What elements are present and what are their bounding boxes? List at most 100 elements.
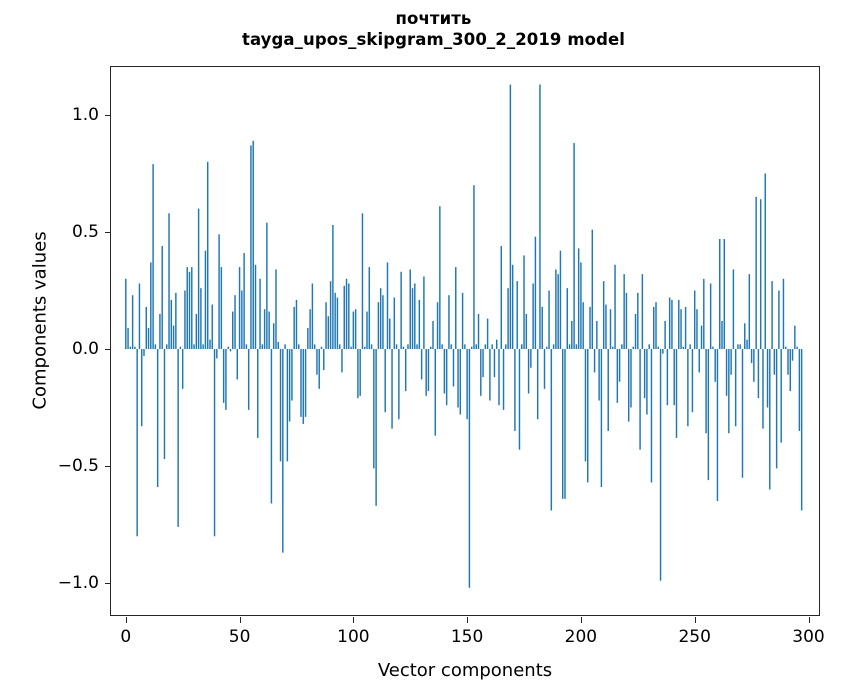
bar <box>416 344 418 350</box>
bar <box>486 318 489 350</box>
bar <box>250 145 252 350</box>
bar <box>320 346 323 350</box>
bar <box>505 344 507 350</box>
x-tick-label-1: 50 <box>228 627 251 647</box>
bar <box>252 140 254 350</box>
bar <box>714 349 716 382</box>
y-tick-3 <box>105 466 111 467</box>
bar <box>430 346 432 350</box>
x-tick-3 <box>467 617 469 623</box>
bar <box>787 349 789 375</box>
bar <box>637 292 639 350</box>
bar <box>368 267 371 350</box>
bar <box>163 349 166 460</box>
y-tick-label-3: −0.5 <box>57 456 99 476</box>
bar <box>591 229 594 350</box>
y-tick-label-0: 1.0 <box>71 105 99 125</box>
bar <box>154 344 157 350</box>
bar <box>657 346 660 350</box>
bar <box>584 349 587 462</box>
bar <box>662 349 664 354</box>
bar <box>568 344 571 350</box>
bar <box>732 269 735 350</box>
bar <box>527 349 530 394</box>
bar <box>739 344 741 350</box>
bar <box>493 349 496 378</box>
bar <box>145 306 147 350</box>
bar <box>798 349 801 431</box>
bar <box>168 213 170 350</box>
bar <box>245 344 248 350</box>
bar <box>725 349 728 396</box>
bar <box>409 269 411 350</box>
bar <box>370 344 373 350</box>
bar <box>445 349 448 406</box>
bar <box>659 349 662 581</box>
bar <box>623 274 625 350</box>
bar <box>534 236 537 350</box>
bar <box>696 309 698 350</box>
bar <box>206 161 209 350</box>
bar <box>359 349 361 396</box>
bar <box>138 283 141 350</box>
bar <box>800 349 803 511</box>
bar <box>609 309 612 350</box>
bar <box>618 349 621 382</box>
bar <box>464 344 466 350</box>
bar <box>270 349 273 504</box>
bar <box>550 349 553 511</box>
bar <box>286 349 289 462</box>
bar <box>764 173 766 350</box>
bar <box>598 349 600 401</box>
bar <box>507 288 509 350</box>
bar <box>543 349 546 389</box>
bar <box>129 346 132 350</box>
bar <box>532 283 534 350</box>
bar <box>147 327 150 350</box>
x-tick-label-4: 200 <box>564 627 598 647</box>
bar <box>759 199 762 350</box>
bar <box>646 349 648 415</box>
bar <box>778 290 780 350</box>
bar <box>384 349 386 413</box>
bar <box>229 349 232 352</box>
bar <box>188 271 191 350</box>
bar <box>473 185 475 350</box>
bar <box>741 349 744 478</box>
bar <box>496 339 498 350</box>
bar <box>571 320 573 350</box>
bar <box>728 349 730 434</box>
bar <box>684 306 687 350</box>
bar <box>211 304 213 350</box>
bar <box>395 344 398 350</box>
bar <box>762 349 764 429</box>
bar <box>678 299 680 350</box>
bar <box>457 349 459 408</box>
bar <box>439 206 441 350</box>
bar <box>557 274 559 350</box>
bar <box>448 295 450 350</box>
bar <box>755 196 757 350</box>
bar <box>275 269 277 350</box>
bar <box>498 349 500 406</box>
bar <box>796 346 798 350</box>
bar <box>334 292 336 350</box>
bar <box>653 306 655 350</box>
bar <box>689 344 691 350</box>
bar <box>482 349 484 378</box>
bar <box>664 320 666 350</box>
bar <box>191 267 193 350</box>
bar <box>682 346 685 350</box>
bar <box>518 349 521 450</box>
bar <box>386 262 389 350</box>
bar <box>172 325 175 350</box>
bar <box>709 283 712 350</box>
bar <box>750 349 753 364</box>
bar <box>166 344 168 350</box>
bar <box>288 349 291 422</box>
bar <box>461 292 464 350</box>
y-tick-0 <box>105 115 111 116</box>
bar <box>643 349 646 399</box>
bar <box>373 349 375 469</box>
bar <box>523 255 525 350</box>
